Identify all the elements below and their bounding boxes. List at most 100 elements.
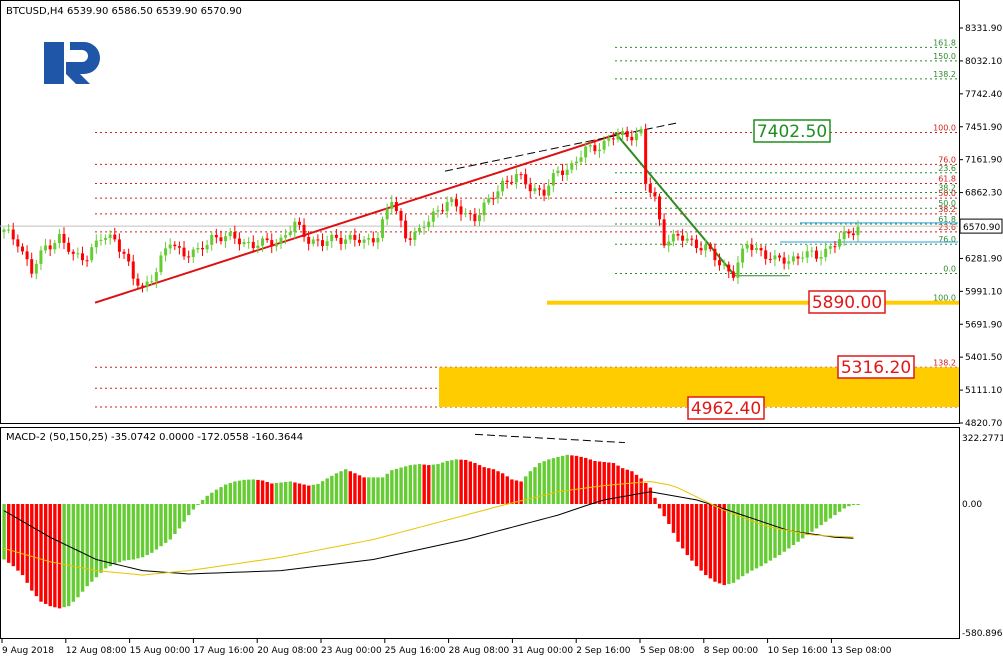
- macd-bar: [376, 477, 380, 504]
- macd-bar: [339, 471, 343, 504]
- macd-bar: [108, 504, 112, 567]
- macd-bar: [560, 455, 565, 504]
- candle-body: [759, 248, 763, 251]
- macd-bar: [265, 481, 269, 504]
- candle-body: [371, 238, 375, 243]
- candle-body: [62, 233, 66, 243]
- macd-bar: [510, 479, 514, 504]
- candle-body: [256, 245, 260, 249]
- macd-bar: [671, 504, 676, 533]
- candle-body: [339, 237, 343, 244]
- candle-body: [570, 163, 574, 170]
- macd-bar: [173, 504, 177, 534]
- candle-body: [177, 246, 181, 248]
- candle-body: [7, 229, 11, 231]
- candle-body: [658, 196, 662, 220]
- macd-bar: [394, 468, 399, 504]
- macd-bar: [556, 456, 560, 504]
- fib-label: 100.0: [933, 124, 956, 133]
- macd-bar: [740, 504, 745, 577]
- candle-body: [104, 238, 108, 240]
- macd-bar: [653, 497, 657, 504]
- y-tick-label: 5401.50: [965, 353, 1002, 363]
- macd-bar: [634, 474, 639, 504]
- candle-body: [690, 238, 694, 240]
- candle-body: [173, 244, 177, 247]
- candle-body: [731, 271, 735, 278]
- macd-bar: [99, 504, 103, 573]
- candle-body: [736, 262, 740, 278]
- candle-body: [154, 272, 158, 282]
- macd-bar: [233, 481, 237, 504]
- macd-bar: [39, 504, 43, 602]
- macd-bar: [80, 504, 85, 592]
- macd-bar: [607, 462, 611, 504]
- macd-bar: [140, 504, 145, 558]
- macd-bar: [67, 504, 71, 607]
- macd-bar: [30, 504, 34, 591]
- macd-panel[interactable]: [0, 427, 960, 639]
- fib-label: 138.2: [933, 358, 956, 367]
- fib-label: 50.0: [938, 189, 956, 198]
- macd-bar: [477, 465, 482, 504]
- candle-body: [288, 232, 292, 236]
- candle-body: [219, 237, 223, 242]
- candle-body: [639, 128, 643, 134]
- macd-bar: [131, 504, 136, 560]
- macd-bar: [113, 504, 117, 564]
- main-panel[interactable]: [0, 0, 960, 424]
- candle-body: [168, 244, 172, 249]
- macd-bar: [71, 504, 76, 602]
- macd-bar: [316, 483, 320, 504]
- price-axis: 8331.90 8032.10 7742.40 7451.90 7161.90 6862.…: [959, 24, 1003, 639]
- macd-bar: [639, 478, 643, 504]
- macd-bar: [214, 489, 219, 504]
- macd-bar: [385, 473, 389, 504]
- candle-body: [838, 239, 842, 247]
- y-tick-label: 5691.90: [965, 320, 1002, 330]
- candle-body: [791, 256, 795, 262]
- macd-bar: [630, 471, 634, 504]
- macd-bar: [223, 484, 228, 504]
- candle-body: [265, 238, 269, 241]
- candle-body: [417, 228, 421, 232]
- candle-body: [565, 169, 569, 175]
- candle-body: [621, 131, 625, 135]
- candle-body: [764, 250, 768, 259]
- candle-body: [537, 188, 541, 190]
- fib-label: 76.0: [938, 235, 956, 244]
- candle-body: [445, 202, 449, 212]
- candle-body: [801, 257, 805, 259]
- macd-bar: [667, 504, 671, 524]
- x-tick-label: 2 Sep 16:00: [576, 646, 631, 656]
- candle-body: [824, 248, 828, 258]
- candle-body: [773, 255, 777, 260]
- candle-body: [214, 234, 218, 238]
- x-tick-label: 17 Aug 16:00: [193, 646, 254, 656]
- candle-body: [616, 134, 620, 140]
- macd-bar: [353, 473, 357, 504]
- fib-label: 76.0: [938, 155, 956, 164]
- macd-bar: [519, 481, 523, 504]
- candle-body: [274, 243, 278, 247]
- candle-body: [108, 234, 112, 239]
- macd-bar: [371, 477, 376, 504]
- macd-bar: [717, 504, 722, 584]
- macd-bar: [200, 499, 205, 504]
- candle-body: [136, 278, 140, 286]
- candle-body: [270, 240, 274, 247]
- candle-body: [11, 229, 15, 240]
- macd-bar: [736, 504, 740, 580]
- macd-bar: [283, 481, 288, 504]
- macd-bar: [704, 504, 708, 576]
- macd-bar: [533, 467, 537, 504]
- fib-label: 150.0: [933, 52, 956, 61]
- level-high-label: 7402.50: [757, 122, 827, 142]
- macd-bar: [662, 504, 666, 517]
- fib-label: 100.0: [933, 294, 956, 303]
- candle-body: [2, 229, 6, 232]
- macd-histogram: [2, 433, 860, 609]
- target-upper-label-box: [837, 355, 915, 379]
- macd-bar: [727, 504, 731, 584]
